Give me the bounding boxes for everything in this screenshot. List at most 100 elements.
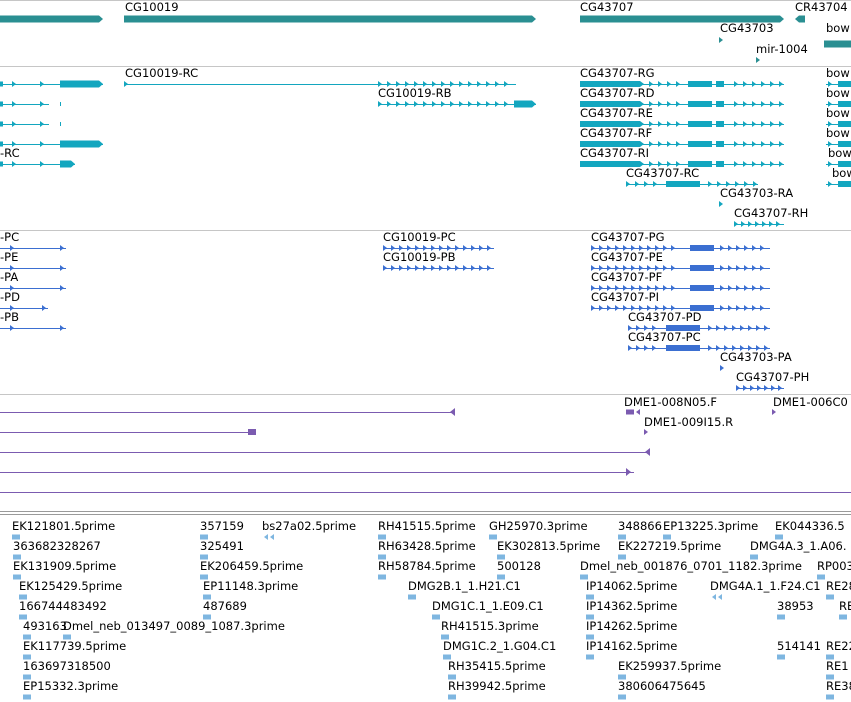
est-marker[interactable]: [378, 554, 386, 560]
est-marker[interactable]: [12, 534, 20, 540]
est-marker[interactable]: [586, 634, 594, 640]
est-label[interactable]: IP14062.5prime: [586, 579, 678, 593]
est-label[interactable]: Dmel_neb_001876_0701_1182.3prime: [580, 559, 802, 573]
est-marker[interactable]: [408, 594, 416, 600]
est-marker[interactable]: [448, 694, 456, 700]
gene-glyph[interactable]: [824, 40, 851, 48]
exon-box[interactable]: [838, 121, 851, 127]
transcript-label[interactable]: CG43707-RF: [580, 126, 653, 140]
exon-box[interactable]: [0, 101, 3, 107]
exon-box[interactable]: [248, 429, 256, 435]
gene-label[interactable]: CG10019: [125, 0, 179, 14]
est-label[interactable]: EK117739.5prime: [23, 639, 127, 653]
exon-box[interactable]: [838, 161, 851, 167]
est-marker[interactable]: [750, 554, 758, 560]
est-label[interactable]: DMG2B.1_1.H21.C1: [408, 579, 521, 593]
est-marker[interactable]: [63, 634, 71, 640]
cds-label[interactable]: CG43707-PG: [591, 230, 665, 244]
exon-box[interactable]: [688, 101, 712, 107]
est-label[interactable]: RH63428.5prime: [378, 539, 476, 553]
exon-box[interactable]: [0, 121, 3, 127]
est-marker[interactable]: [586, 594, 594, 600]
transcript-label[interactable]: bow: [826, 66, 850, 80]
est-label[interactable]: IP14262.5prime: [586, 619, 678, 633]
est-marker[interactable]: [200, 534, 208, 540]
cds-label[interactable]: -PE: [0, 250, 19, 264]
est-label[interactable]: 163697318500: [23, 659, 111, 673]
clone-label[interactable]: DME1-006C0: [773, 395, 848, 409]
est-label[interactable]: EK121801.5prime: [12, 519, 116, 533]
est-marker[interactable]: [23, 694, 31, 700]
transcript-label[interactable]: bow: [826, 86, 850, 100]
est-marker[interactable]: [586, 614, 594, 620]
est-label[interactable]: RE28: [826, 579, 851, 593]
gene-label[interactable]: mir-1004: [756, 42, 808, 56]
transcript-label[interactable]: CG43703-RA: [720, 186, 794, 200]
gene-label[interactable]: CR43704: [795, 0, 848, 14]
est-label[interactable]: RH35415.5prime: [448, 659, 546, 673]
est-label[interactable]: IP14362.5prime: [586, 599, 678, 613]
est-label[interactable]: EK206459.5prime: [200, 559, 304, 573]
est-marker[interactable]: [826, 594, 834, 600]
est-marker[interactable]: [777, 614, 785, 620]
transcript-label[interactable]: bow: [828, 146, 851, 160]
est-marker[interactable]: [443, 654, 451, 660]
est-label[interactable]: EP13225.3prime: [663, 519, 759, 533]
transcript-label[interactable]: CG43707-RH: [734, 206, 809, 220]
exon-box[interactable]: [688, 121, 712, 127]
exon-box[interactable]: [716, 81, 724, 87]
est-marker[interactable]: [13, 554, 21, 560]
est-label[interactable]: 166744483492: [19, 599, 107, 613]
exon-arrow[interactable]: [514, 100, 536, 108]
est-label[interactable]: GH25970.3prime: [489, 519, 588, 533]
est-label[interactable]: 487689: [203, 599, 247, 613]
est-label[interactable]: 500128: [497, 559, 541, 573]
est-marker[interactable]: [817, 574, 825, 580]
est-label[interactable]: EP11148.3prime: [203, 579, 299, 593]
est-marker[interactable]: [663, 534, 671, 540]
cds-label[interactable]: CG43707-PI: [591, 290, 660, 304]
est-marker[interactable]: [839, 614, 847, 620]
est-label[interactable]: RE38: [826, 679, 851, 693]
cds-label[interactable]: -PA: [0, 270, 19, 284]
gene-glyph[interactable]: [795, 15, 805, 23]
est-marker[interactable]: [618, 674, 626, 680]
est-label[interactable]: 348866: [618, 519, 662, 533]
exon-box[interactable]: [580, 141, 640, 147]
est-marker[interactable]: [586, 654, 594, 660]
est-marker[interactable]: [618, 534, 626, 540]
est-marker[interactable]: [489, 534, 497, 540]
cds-label[interactable]: CG43707-PF: [591, 270, 663, 284]
cds-label[interactable]: -PC: [0, 230, 20, 244]
est-marker[interactable]: [497, 554, 505, 560]
est-label[interactable]: RE3: [839, 599, 851, 613]
exon-box[interactable]: [716, 101, 724, 107]
est-label[interactable]: DMG1C.1_1.E09.C1: [432, 599, 544, 613]
est-label[interactable]: EK044336.5: [775, 519, 845, 533]
est-marker[interactable]: [618, 694, 626, 700]
est-marker[interactable]: [13, 574, 21, 580]
transcript-label[interactable]: CG10019-RC: [125, 66, 199, 80]
gene-label[interactable]: CG43707: [580, 0, 634, 14]
transcript-label[interactable]: -RC: [0, 146, 20, 160]
est-marker[interactable]: [777, 654, 785, 660]
est-label[interactable]: DMG4A.3_1.A06.: [750, 539, 847, 553]
exon-box[interactable]: [690, 265, 714, 271]
gene-glyph[interactable]: [0, 15, 103, 23]
transcript-label[interactable]: CG10019-RB: [378, 86, 452, 100]
exon-box[interactable]: [838, 81, 851, 87]
est-label[interactable]: EK227219.5prime: [618, 539, 722, 553]
est-marker[interactable]: [200, 574, 208, 580]
est-label[interactable]: 38953: [777, 599, 814, 613]
cds-label[interactable]: CG43707-PD: [628, 310, 702, 324]
exon-box[interactable]: [0, 161, 3, 167]
est-label[interactable]: 493163: [23, 619, 67, 633]
exon-box[interactable]: [838, 101, 851, 107]
est-label[interactable]: Dmel_neb_013497_0089_1087.3prime: [63, 619, 285, 633]
est-marker[interactable]: [200, 554, 208, 560]
exon-box[interactable]: [666, 325, 700, 331]
exon-arrow[interactable]: [60, 80, 103, 88]
exon-box[interactable]: [716, 161, 724, 167]
gene-label[interactable]: CG43703: [720, 21, 774, 35]
est-label[interactable]: RP003: [817, 559, 851, 573]
